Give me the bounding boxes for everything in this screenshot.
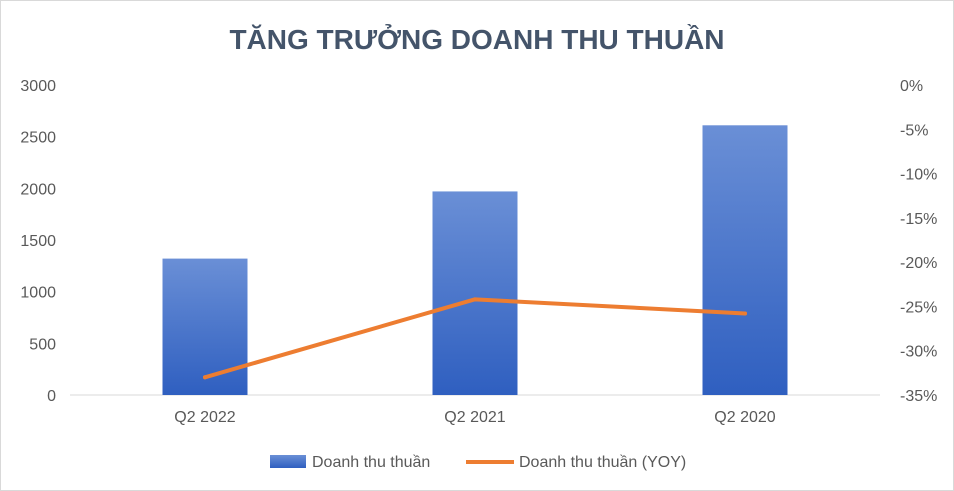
legend-bar-label: Doanh thu thuần xyxy=(312,454,430,471)
right-axis-ticks: 0% -5% -10% -15% -20% -25% -30% -35% xyxy=(900,78,937,405)
right-axis-tick-label: -15% xyxy=(900,211,937,228)
x-axis-tick-label: Q2 2021 xyxy=(444,409,505,426)
left-axis-tick-label: 1000 xyxy=(20,285,56,302)
yoy-point xyxy=(743,311,747,316)
bar-q2-2020 xyxy=(702,125,788,396)
yoy-point xyxy=(203,375,207,380)
x-axis-tick-label: Q2 2022 xyxy=(174,409,235,426)
right-axis-tick-label: -25% xyxy=(900,299,937,316)
right-axis-tick-label: -5% xyxy=(900,122,928,139)
left-axis-tick-label: 2000 xyxy=(20,181,56,198)
bar-q2-2022 xyxy=(162,258,248,395)
x-axis-tick-label: Q2 2020 xyxy=(714,409,775,426)
right-axis-tick-label: -10% xyxy=(900,167,937,184)
left-axis-tick-label: 3000 xyxy=(20,78,56,95)
left-axis-ticks: 0 500 1000 1500 2000 2500 3000 xyxy=(20,78,56,405)
legend: Doanh thu thuần Doanh thu thuần (YOY) xyxy=(270,454,686,471)
right-axis-tick-label: -30% xyxy=(900,344,937,361)
right-axis-tick-label: 0% xyxy=(900,78,923,95)
bar-series xyxy=(162,125,788,396)
bar-q2-2021 xyxy=(432,191,518,395)
yoy-point xyxy=(473,297,477,302)
left-axis-tick-label: 500 xyxy=(29,336,56,353)
line-series xyxy=(203,297,747,380)
right-axis-tick-label: -35% xyxy=(900,388,937,405)
left-axis-tick-label: 1500 xyxy=(20,233,56,250)
left-axis-tick-label: 0 xyxy=(47,388,56,405)
left-axis-tick-label: 2500 xyxy=(20,130,56,147)
x-axis-ticks: Q2 2022 Q2 2021 Q2 2020 xyxy=(174,409,775,426)
right-axis-tick-label: -20% xyxy=(900,255,937,272)
chart-title: TĂNG TRƯỞNG DOANH THU THUẦN xyxy=(229,23,724,55)
legend-bar-swatch xyxy=(270,455,306,468)
legend-line-label: Doanh thu thuần (YOY) xyxy=(519,454,686,471)
